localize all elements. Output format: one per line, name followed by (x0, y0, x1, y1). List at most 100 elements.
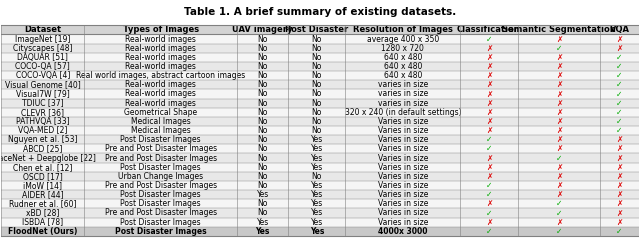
Text: iMoW [14]: iMoW [14] (23, 181, 62, 190)
Text: Varies in size: Varies in size (378, 181, 428, 190)
Text: Yes: Yes (310, 227, 324, 236)
Text: average 400 x 350: average 400 x 350 (367, 35, 439, 44)
Text: Post Disaster Images: Post Disaster Images (120, 135, 201, 144)
Text: ✓: ✓ (486, 227, 492, 236)
Text: Visual7W [79]: Visual7W [79] (16, 90, 70, 98)
Text: ✗: ✗ (486, 153, 492, 163)
Text: Yes: Yes (255, 227, 270, 236)
Text: COCO-QA [57]: COCO-QA [57] (15, 62, 70, 71)
Text: ✗: ✗ (486, 62, 492, 71)
Bar (1, 218, 639, 227)
Text: 640 x 480: 640 x 480 (383, 71, 422, 80)
Text: Post Disaster Images: Post Disaster Images (120, 199, 201, 208)
Text: ✗: ✗ (556, 117, 562, 126)
Text: ✗: ✗ (616, 153, 623, 163)
Text: ✗: ✗ (486, 117, 492, 126)
Text: xBD [28]: xBD [28] (26, 208, 60, 218)
Bar (1, 44, 639, 53)
Text: ✗: ✗ (616, 35, 623, 44)
Text: No: No (312, 44, 322, 53)
Text: Rudner et al. [60]: Rudner et al. [60] (9, 199, 77, 208)
Text: ✓: ✓ (486, 190, 492, 199)
Text: Yes: Yes (310, 199, 323, 208)
Text: ✓: ✓ (556, 208, 562, 218)
Text: ✗: ✗ (556, 80, 562, 89)
Text: ✗: ✗ (556, 98, 562, 108)
Text: ✗: ✗ (616, 44, 623, 53)
Text: Semantic Segmentation: Semantic Segmentation (502, 25, 616, 34)
Text: ✗: ✗ (486, 44, 492, 53)
Bar (1, 98, 639, 108)
Bar (1, 163, 639, 172)
Text: No: No (257, 181, 268, 190)
Text: No: No (257, 71, 268, 80)
Text: Classification: Classification (457, 25, 521, 34)
Text: No: No (312, 98, 322, 108)
Text: ✗: ✗ (556, 126, 562, 135)
Bar (1, 34, 639, 44)
Text: ✗: ✗ (486, 53, 492, 62)
Text: Chen et al. [12]: Chen et al. [12] (13, 163, 72, 172)
Text: No: No (257, 144, 268, 153)
Bar (1, 135, 639, 144)
Text: ✗: ✗ (486, 218, 492, 227)
Text: Yes: Yes (310, 190, 323, 199)
Text: varies in size: varies in size (378, 98, 428, 108)
Bar (1, 181, 639, 190)
Text: Pre and Post Disaster Images: Pre and Post Disaster Images (104, 144, 217, 153)
Text: Real-world images: Real-world images (125, 62, 196, 71)
Text: Varies in size: Varies in size (378, 153, 428, 163)
Text: Pre and Post Disaster Images: Pre and Post Disaster Images (104, 208, 217, 218)
Text: ✗: ✗ (616, 208, 623, 218)
Text: No: No (257, 108, 268, 117)
Text: No: No (257, 98, 268, 108)
Text: varies in size: varies in size (378, 80, 428, 89)
Text: Real-world images: Real-world images (125, 53, 196, 62)
Text: UAV imagery: UAV imagery (232, 25, 293, 34)
Bar (1, 117, 639, 126)
Text: ✓: ✓ (616, 71, 623, 80)
Text: ✗: ✗ (556, 62, 562, 71)
Text: ✗: ✗ (556, 71, 562, 80)
Text: ✗: ✗ (556, 35, 562, 44)
Text: ✗: ✗ (486, 172, 492, 181)
Text: No: No (257, 172, 268, 181)
Text: ✓: ✓ (486, 135, 492, 144)
Text: Visual Genome [40]: Visual Genome [40] (5, 80, 81, 89)
Text: ✗: ✗ (486, 71, 492, 80)
Text: SpaceNet + Deepglobe [22]: SpaceNet + Deepglobe [22] (0, 153, 96, 163)
Text: Varies in size: Varies in size (378, 163, 428, 172)
Text: Real-world images: Real-world images (125, 35, 196, 44)
Text: Post Disaster Images: Post Disaster Images (115, 227, 207, 236)
Text: Geometrical Shape: Geometrical Shape (124, 108, 197, 117)
Text: ✗: ✗ (556, 190, 562, 199)
Text: Real-world images: Real-world images (125, 90, 196, 98)
Bar (1, 53, 639, 62)
Text: ✗: ✗ (556, 181, 562, 190)
Text: Cityscapes [48]: Cityscapes [48] (13, 44, 72, 53)
Text: ✗: ✗ (556, 144, 562, 153)
Bar (1, 71, 639, 80)
Text: No: No (312, 90, 322, 98)
Text: Varies in size: Varies in size (378, 199, 428, 208)
Text: No: No (312, 62, 322, 71)
Text: Pre and Post Disaster Images: Pre and Post Disaster Images (104, 153, 217, 163)
Text: ✓: ✓ (616, 98, 623, 108)
Text: ✗: ✗ (616, 181, 623, 190)
Text: No: No (312, 35, 322, 44)
Text: Post Disaster Images: Post Disaster Images (120, 163, 201, 172)
Bar (1, 208, 639, 218)
Text: OSCD [17]: OSCD [17] (23, 172, 63, 181)
Text: ✗: ✗ (616, 172, 623, 181)
Text: ✗: ✗ (556, 172, 562, 181)
Text: ✓: ✓ (486, 35, 492, 44)
Text: No: No (257, 53, 268, 62)
Text: ✗: ✗ (616, 218, 623, 227)
Text: FloodNet (Ours): FloodNet (Ours) (8, 227, 77, 236)
Text: 320 x 240 (in default settings): 320 x 240 (in default settings) (344, 108, 461, 117)
Text: ✓: ✓ (486, 181, 492, 190)
Text: ✓: ✓ (616, 117, 623, 126)
Text: ✗: ✗ (616, 135, 623, 144)
Text: Yes: Yes (310, 208, 323, 218)
Text: Real world images, abstract cartoon images: Real world images, abstract cartoon imag… (76, 71, 245, 80)
